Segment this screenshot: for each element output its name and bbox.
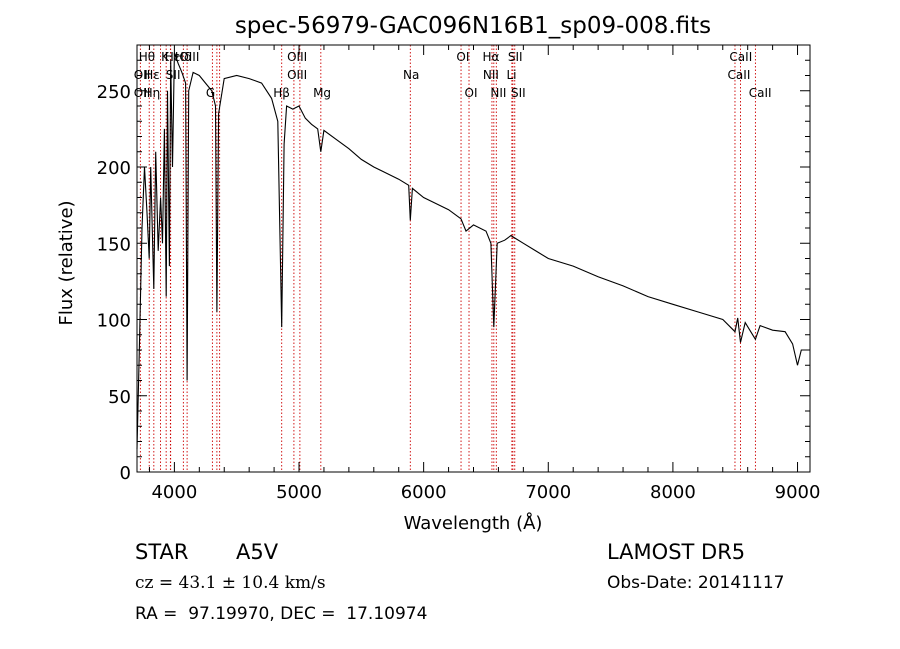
line-label-3: Hδ [175, 50, 191, 64]
line-label-15: NII [483, 68, 499, 82]
y-tick-label-2: 100 [97, 311, 131, 332]
x-tick-label-2: 6000 [401, 482, 447, 503]
observation-date: Obs-Date: 20141117 [607, 573, 785, 593]
line-label-1: K [161, 50, 170, 64]
y-tick-label-4: 200 [97, 158, 131, 179]
line-label-20: G [206, 86, 215, 100]
x-tick-label-1: 5000 [276, 482, 322, 503]
spectrum-line [136, 52, 808, 450]
line-label-11: Hε [144, 68, 160, 82]
y-axis-label: Flux (relative) [56, 200, 77, 325]
line-label-13: OIII [287, 68, 307, 82]
y-tick-label-1: 50 [108, 387, 131, 408]
y-tick-label-3: 150 [97, 234, 131, 255]
line-label-19: Hη [144, 86, 161, 100]
line-label-4: OIII [179, 50, 199, 64]
x-tick-label-3: 7000 [525, 482, 571, 503]
spectral-line-markers [139, 45, 756, 472]
line-label-0: Hθ [139, 50, 155, 64]
y-tick-label-0: 0 [120, 463, 131, 484]
line-label-5: OIII [287, 50, 307, 64]
line-label-25: SII [511, 86, 526, 100]
line-label-12: SII [166, 68, 181, 82]
subclass: A5V [236, 540, 279, 564]
x-axis-label: Wavelength (Å) [404, 512, 543, 534]
redshift-velocity: cz = 43.1 ± 10.4 km/s [135, 573, 326, 593]
line-label-14: Na [403, 68, 419, 82]
line-label-18: OII [134, 86, 151, 100]
coordinates: RA = 97.19970, DEC = 17.10974 [135, 604, 428, 624]
line-label-24: NII [490, 86, 506, 100]
x-tick-label-0: 4000 [151, 482, 197, 503]
line-label-23: OI [465, 86, 478, 100]
chart-title: spec-56979-GAC096N16B1_sp09-008.fits [235, 13, 711, 39]
x-tick-label-4: 8000 [650, 482, 696, 503]
object-type: STAR [135, 540, 189, 564]
y-axis-ticks: 0 50 100 150 200 250 [97, 44, 810, 484]
y-tick-label-5: 250 [97, 82, 131, 103]
line-label-2: Hε [165, 50, 181, 64]
line-label-17: CaII [728, 68, 751, 82]
line-label-26: CaII [749, 86, 772, 100]
x-tick-label-5: 9000 [775, 482, 821, 503]
line-label-8: SII [508, 50, 523, 64]
line-label-6: OI [456, 50, 469, 64]
line-label-7: Hα [482, 50, 499, 64]
line-label-21: Hβ [273, 86, 290, 100]
line-label-9: CaII [729, 50, 752, 64]
line-label-16: Li [506, 68, 516, 82]
survey-name: LAMOST DR5 [607, 540, 746, 564]
plot-frame [136, 44, 811, 473]
line-label-22: Mg [313, 86, 331, 100]
x-axis-ticks: 4000 5000 6000 7000 8000 9000 [148, 45, 821, 503]
